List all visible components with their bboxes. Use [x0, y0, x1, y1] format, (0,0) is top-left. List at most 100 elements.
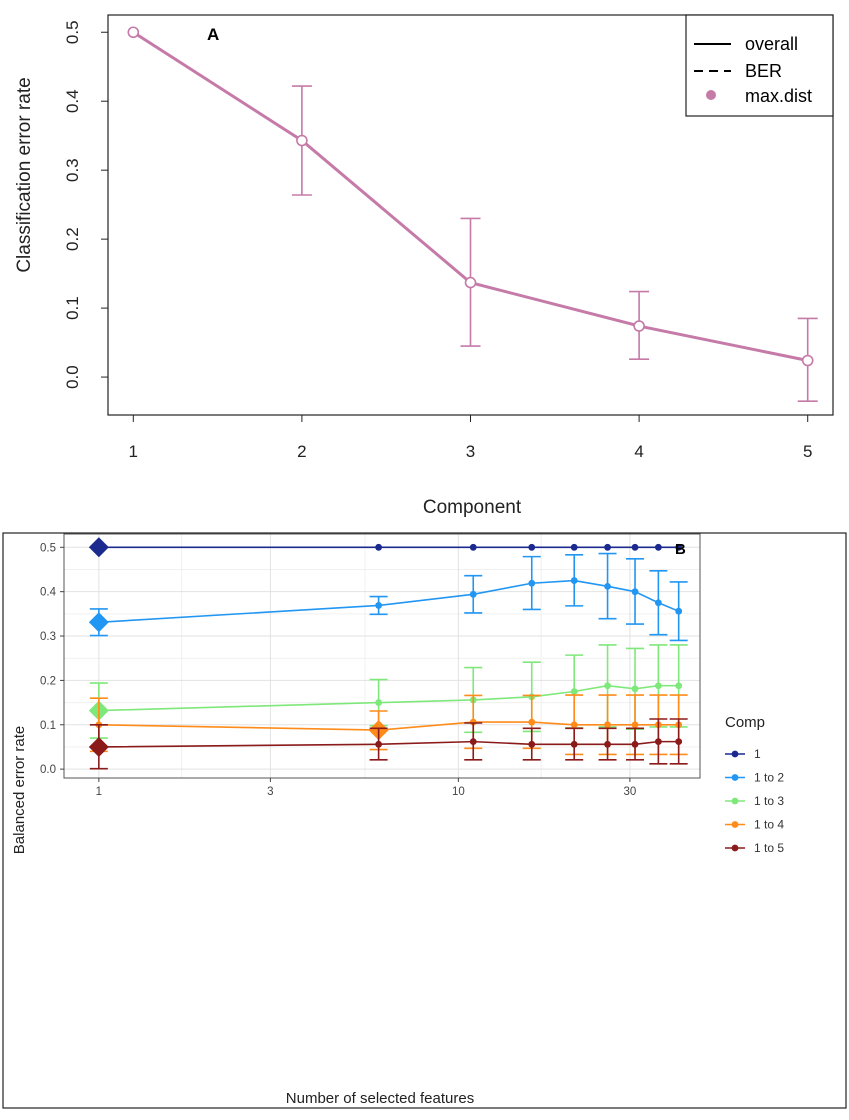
data-point — [469, 543, 477, 551]
legend-label: 1 to 5 — [754, 841, 784, 855]
y-tick-label: 0.1 — [40, 720, 56, 732]
series-1-to-5 — [88, 718, 688, 770]
x-tick-label: 5 — [803, 442, 812, 461]
data-point — [631, 740, 639, 748]
legend-key-dot — [731, 844, 739, 852]
data-point — [469, 738, 477, 746]
data-point — [654, 543, 662, 551]
legend-key-dot — [731, 774, 739, 781]
x-tick-label: 2 — [297, 442, 306, 461]
legend-overall-label: overall — [745, 34, 798, 54]
panel-b-outer-border — [2, 532, 847, 1109]
panel-b-legend: Comp 1 1 to 2 1 to 3 1 to 4 1 to 5 — [725, 714, 784, 855]
panel-b-plot-border — [63, 533, 701, 779]
x-tick-label: 10 — [452, 786, 465, 798]
data-point — [296, 134, 308, 147]
data-point — [375, 699, 383, 706]
data-point — [528, 543, 536, 551]
data-point — [570, 721, 578, 729]
y-tick-label: 0.2 — [63, 227, 82, 251]
legend-maxdist-dot — [706, 90, 716, 100]
y-tick-label: 0.3 — [40, 631, 56, 643]
x-tick-label: 3 — [267, 786, 273, 798]
panel-a: 1 2 3 4 5 0.0 0.1 0.2 0.3 0.4 0.5 A Component Clas… — [14, 14, 834, 518]
data-point — [654, 682, 662, 690]
data-point — [604, 740, 611, 748]
data-point — [464, 276, 477, 289]
x-tick-label: 4 — [634, 442, 643, 461]
panel-b-ticks: 0.0 0.1 0.2 0.3 0.4 0.5 1 3 10 30 — [40, 542, 636, 798]
legend-label: 1 to 3 — [754, 794, 784, 808]
data-point — [469, 590, 477, 598]
data-point — [654, 738, 662, 746]
legend-key-dot — [731, 821, 739, 828]
data-point — [631, 543, 639, 551]
x-tick-label: 1 — [96, 786, 102, 798]
data-point — [675, 682, 683, 690]
y-tick-label: 0.0 — [63, 365, 82, 389]
panel-a-label: A — [207, 25, 219, 44]
series-1 — [88, 537, 683, 558]
data-point — [570, 577, 578, 584]
data-point — [375, 740, 383, 748]
panel-b-label: B — [675, 541, 686, 558]
data-point — [801, 354, 814, 367]
panel-a-marks — [127, 26, 818, 403]
optimal-point-diamond — [88, 537, 109, 558]
legend-key-dot — [731, 750, 739, 758]
x-tick-label: 1 — [129, 442, 138, 461]
panel-b-plot-background — [64, 534, 700, 778]
data-point — [570, 688, 578, 695]
data-point — [604, 582, 611, 590]
y-tick-label: 0.0 — [40, 764, 56, 776]
panel-a-ticks: 1 2 3 4 5 0.0 0.1 0.2 0.3 0.4 0.5 — [63, 20, 812, 461]
panel-a-x-axis-title: Component — [423, 497, 522, 518]
legend-label: 1 to 2 — [754, 771, 784, 785]
optimal-point-diamond — [88, 612, 109, 633]
data-point — [127, 26, 140, 39]
series-1-to-2 — [88, 552, 688, 642]
legend-label: 1 — [754, 747, 761, 761]
data-point — [528, 740, 536, 748]
y-tick-label: 0.4 — [63, 89, 82, 113]
y-tick-label: 0.4 — [40, 587, 57, 599]
data-point — [675, 543, 683, 551]
y-tick-label: 0.5 — [63, 20, 82, 44]
legend-ber-label: BER — [745, 61, 782, 81]
panel-b-y-axis-title: Balanced error rate — [11, 726, 28, 854]
data-point — [675, 738, 683, 746]
data-point — [654, 599, 662, 607]
data-point — [570, 740, 578, 748]
data-point — [631, 588, 639, 596]
optimal-point-diamond — [88, 736, 109, 757]
x-tick-label: 30 — [624, 786, 637, 798]
y-tick-label: 0.5 — [40, 542, 56, 554]
data-point — [570, 543, 578, 551]
data-point — [675, 607, 683, 615]
data-point — [604, 543, 611, 551]
panel-b-marks — [88, 537, 688, 770]
legend-key-dot — [731, 797, 739, 805]
panel-a-y-axis-title: Classification error rate — [14, 77, 35, 272]
data-point — [604, 682, 611, 690]
data-point — [604, 721, 611, 729]
panel-b: 0.0 0.1 0.2 0.3 0.4 0.5 1 3 10 30 B Number of sel… — [2, 532, 847, 1109]
panel-b-x-axis-title: Number of selected features — [286, 1090, 474, 1107]
x-tick-label: 3 — [466, 442, 475, 461]
legend-label: 1 to 4 — [754, 818, 784, 832]
y-tick-label: 0.2 — [40, 675, 56, 687]
data-point — [469, 718, 477, 726]
y-tick-label: 0.1 — [63, 296, 82, 320]
legend-title: Comp — [725, 714, 765, 731]
data-point — [528, 579, 536, 587]
data-point — [375, 602, 383, 609]
data-point — [528, 718, 536, 726]
data-point — [631, 721, 639, 729]
legend-maxdist-label: max.dist — [745, 86, 812, 106]
panel-a-legend: overall BER max.dist — [685, 14, 834, 117]
data-point — [633, 320, 645, 332]
data-point — [631, 685, 639, 693]
y-tick-label: 0.3 — [63, 158, 82, 182]
data-point — [375, 543, 383, 551]
